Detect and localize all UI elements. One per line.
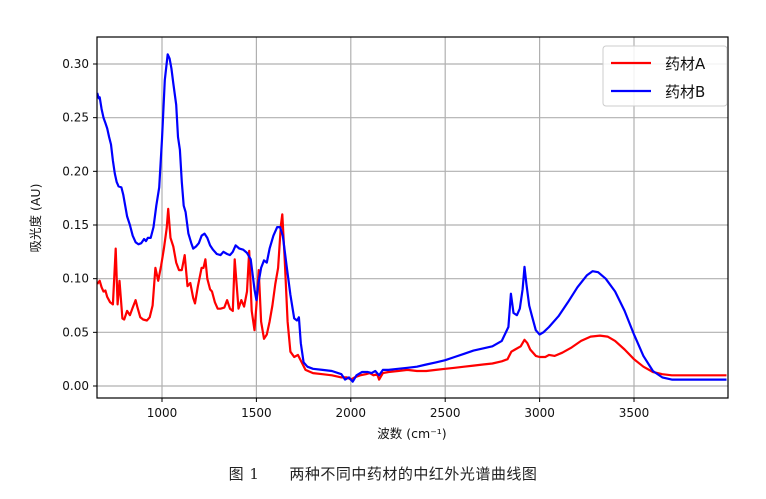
series-b-line <box>97 53 727 383</box>
series-a-line <box>97 207 727 381</box>
figure-caption-text: 两种不同中药材的中红外光谱曲线图 <box>289 465 538 483</box>
y-axis-ticks: 0.00 0.05 0.10 0.15 0.20 0.25 0.30 <box>62 57 97 393</box>
figure-number: 图 1 <box>228 465 260 483</box>
y-axis-label: 吸光度 (AU) <box>28 184 43 253</box>
legend-label-b: 药材B <box>665 83 705 101</box>
x-axis-label: 波数 (cm⁻¹) <box>377 426 446 441</box>
x-tick-label: 3000 <box>524 406 555 420</box>
y-tick-label: 0.25 <box>62 111 89 125</box>
y-tick-label: 0.15 <box>62 218 89 232</box>
y-tick-label: 0.30 <box>62 57 89 71</box>
x-axis-ticks: 1000 1500 2000 2500 3000 3500 <box>147 398 650 420</box>
x-tick-label: 2000 <box>336 406 367 420</box>
x-tick-label: 3500 <box>619 406 650 420</box>
legend: 药材A 药材B <box>602 45 728 107</box>
legend-label-a: 药材A <box>665 55 706 73</box>
plot-frame <box>96 36 729 399</box>
x-tick-label: 1000 <box>147 406 178 420</box>
y-tick-label: 0.20 <box>62 164 89 178</box>
y-tick-label: 0.00 <box>62 379 89 393</box>
y-tick-label: 0.05 <box>62 325 89 339</box>
x-tick-label: 1500 <box>241 406 272 420</box>
x-tick-label: 2500 <box>430 406 461 420</box>
y-tick-label: 0.10 <box>62 272 89 286</box>
figure-caption: 图 1 两种不同中药材的中红外光谱曲线图 <box>0 463 766 484</box>
spectrum-curves <box>97 53 727 383</box>
